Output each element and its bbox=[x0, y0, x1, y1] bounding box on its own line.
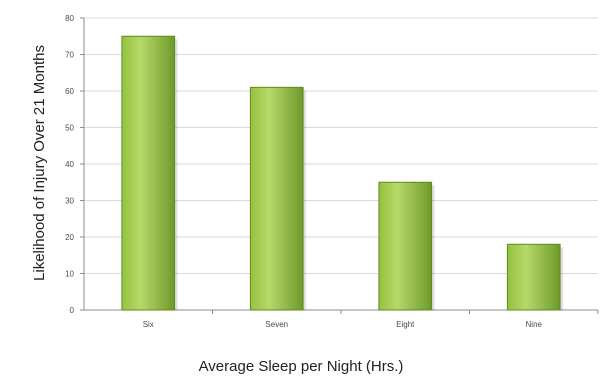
y-tick-label: 40 bbox=[65, 160, 74, 169]
bars bbox=[121, 35, 564, 311]
bar-nine bbox=[506, 243, 561, 311]
y-tick-label: 30 bbox=[65, 197, 74, 206]
y-tick-label: 50 bbox=[65, 124, 74, 133]
x-tick-label: Six bbox=[143, 320, 154, 329]
y-tick-label: 10 bbox=[65, 270, 74, 279]
y-tick-label: 80 bbox=[65, 14, 74, 23]
y-tick-label: 20 bbox=[65, 233, 74, 242]
y-tick-labels: 0 10 20 30 40 50 60 70 80 bbox=[65, 14, 74, 315]
y-tick-label: 60 bbox=[65, 87, 74, 96]
bar-six bbox=[121, 35, 176, 311]
x-tick-label: Seven bbox=[265, 320, 288, 329]
bar-eight bbox=[378, 181, 433, 311]
y-tick-label: 70 bbox=[65, 51, 74, 60]
x-tick-label: Eight bbox=[396, 320, 415, 329]
x-tick-labels: Six Seven Eight Nine bbox=[143, 320, 543, 329]
bar-seven bbox=[249, 86, 304, 311]
x-axis-title: Average Sleep per Night (Hrs.) bbox=[199, 358, 404, 375]
y-tick-label: 0 bbox=[70, 306, 75, 315]
x-tick-label: Nine bbox=[526, 320, 543, 329]
y-axis-title: Likelihood of Injury Over 21 Months bbox=[31, 45, 48, 281]
